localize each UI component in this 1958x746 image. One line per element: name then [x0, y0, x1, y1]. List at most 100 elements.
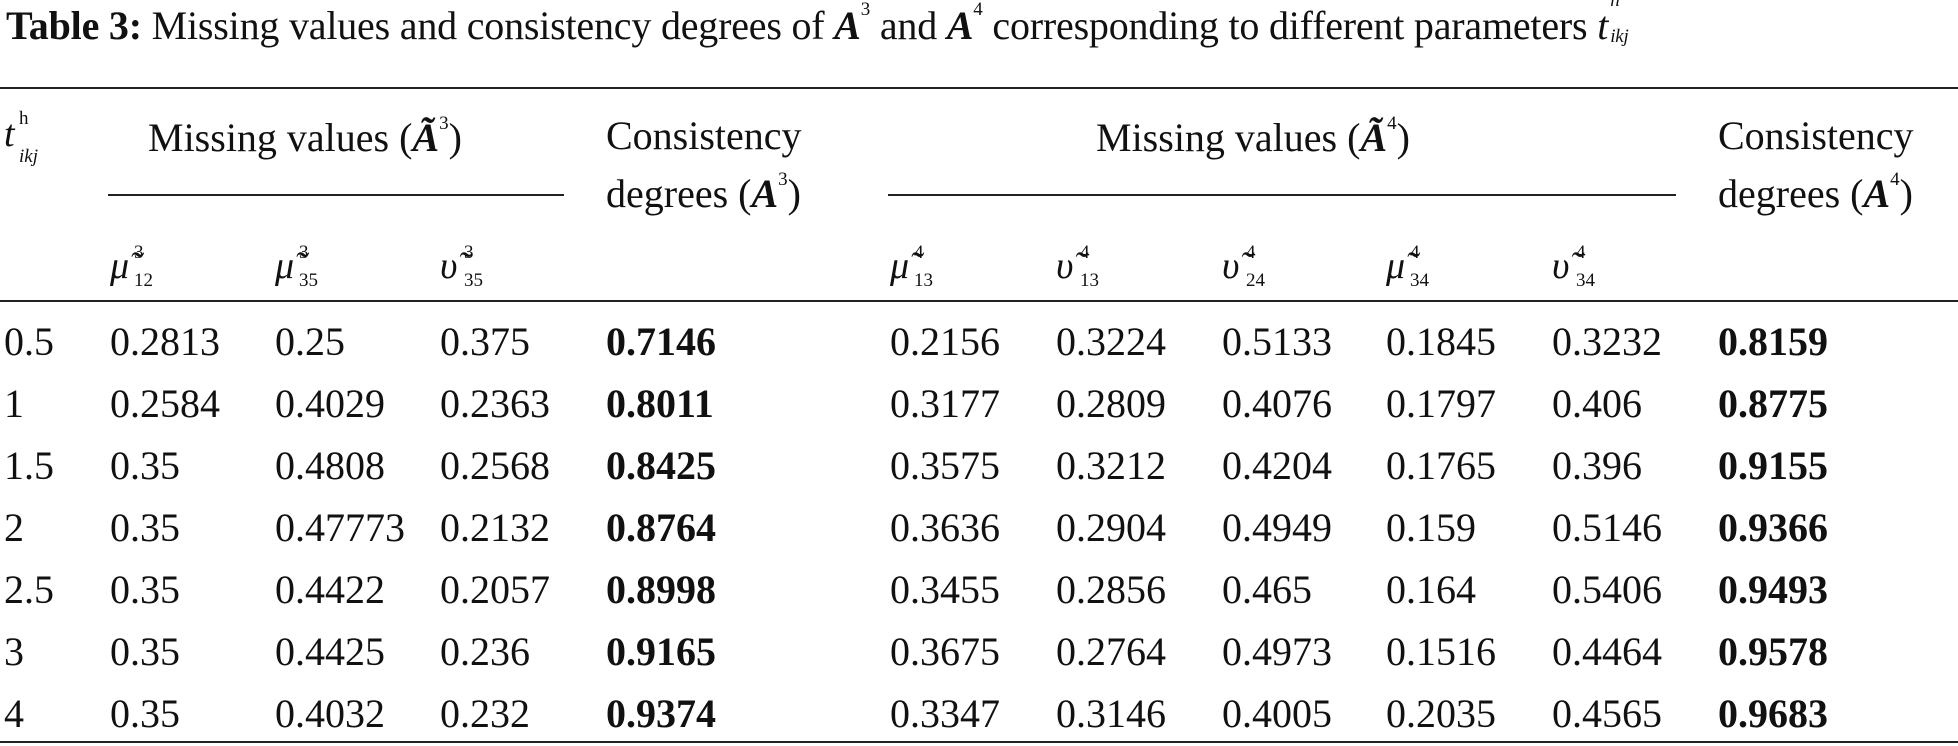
- caption-a3: A: [834, 3, 861, 48]
- table-cell: 0.465: [1222, 567, 1312, 612]
- caption-a4-sup: 4: [973, 0, 983, 20]
- table-cell: 0.3347: [890, 691, 1000, 736]
- table-cell: 0.47773: [275, 505, 405, 550]
- table-cell: 0.1797: [1386, 381, 1496, 426]
- table-cell: 0.4029: [275, 381, 385, 426]
- mv4-underline: [888, 194, 1676, 196]
- bottom-rule: [0, 741, 1958, 743]
- table-cell: 0.25: [275, 319, 345, 364]
- table-cell: 0.8998: [606, 567, 716, 612]
- row-parameter-cell: 1.5: [4, 443, 54, 488]
- table-cell: 0.9165: [606, 629, 716, 674]
- table-cell: 0.4949: [1222, 505, 1332, 550]
- sub-column-header: μ̃ 4 13: [890, 242, 933, 291]
- table-cell: 0.2156: [890, 319, 1000, 364]
- caption-text-1: Missing values and consistency degrees o…: [151, 3, 825, 48]
- sub-column-header: μ̃ 4 34: [1386, 242, 1429, 291]
- caption-and: and: [879, 3, 937, 48]
- table-cell: 0.4422: [275, 567, 385, 612]
- table-cell: 0.4464: [1552, 629, 1662, 674]
- table-cell: 0.2584: [110, 381, 220, 426]
- table-cell: 0.3177: [890, 381, 1000, 426]
- table-cell: 0.35: [110, 691, 180, 736]
- table-cell: 0.1516: [1386, 629, 1496, 674]
- sub-column-header: υ̃ 4 34: [1552, 242, 1595, 291]
- table-cell: 0.3675: [890, 629, 1000, 674]
- table-cell: 0.9366: [1718, 505, 1828, 550]
- table-cell: 0.4076: [1222, 381, 1332, 426]
- table-cell: 0.5406: [1552, 567, 1662, 612]
- header-t-symbol: t h ikj: [4, 108, 38, 167]
- table-cell: 0.2057: [440, 567, 550, 612]
- row-parameter-cell: 4: [4, 691, 24, 736]
- sub-column-header: υ̃ 3 35: [440, 242, 483, 291]
- table-cell: 0.8425: [606, 443, 716, 488]
- table-cell: 0.7146: [606, 319, 716, 364]
- table-cell: 0.9578: [1718, 629, 1828, 674]
- table-cell: 0.2813: [110, 319, 220, 364]
- table-cell: 0.3232: [1552, 319, 1662, 364]
- header-consistency-a4-line1: Consistency: [1718, 113, 1914, 158]
- caption-t-symbol: t h ikj: [1597, 0, 1629, 48]
- mv3-underline: [108, 194, 564, 196]
- header-missing-values-a3: Missing values (Ã3): [148, 113, 462, 160]
- table-cell: 0.9683: [1718, 691, 1828, 736]
- table-cell: 0.232: [440, 691, 530, 736]
- table-cell: 0.9374: [606, 691, 716, 736]
- table-caption: Table 3: Missing values and consistency …: [6, 0, 1631, 49]
- caption-text-2: corresponding to different parameters: [992, 3, 1588, 48]
- table-cell: 0.3575: [890, 443, 1000, 488]
- table-cell: 0.9155: [1718, 443, 1828, 488]
- table-cell: 0.406: [1552, 381, 1642, 426]
- table-cell: 0.9493: [1718, 567, 1828, 612]
- table-cell: 0.2904: [1056, 505, 1166, 550]
- table-cell: 0.2764: [1056, 629, 1166, 674]
- table-cell: 0.35: [110, 443, 180, 488]
- sub-column-header: μ̃ 3 35: [275, 242, 318, 291]
- table-cell: 0.8764: [606, 505, 716, 550]
- table-cell: 0.8011: [606, 381, 714, 426]
- table-cell: 0.1845: [1386, 319, 1496, 364]
- table-cell: 0.4425: [275, 629, 385, 674]
- table-cell: 0.164: [1386, 567, 1476, 612]
- table-cell: 0.3455: [890, 567, 1000, 612]
- row-parameter-cell: 1: [4, 381, 24, 426]
- table-cell: 0.1765: [1386, 443, 1496, 488]
- table-cell: 0.35: [110, 567, 180, 612]
- header-consistency-a3-line2: degrees (A3): [606, 169, 801, 216]
- table-cell: 0.3224: [1056, 319, 1166, 364]
- row-parameter-cell: 2.5: [4, 567, 54, 612]
- table-cell: 0.8159: [1718, 319, 1828, 364]
- table-cell: 0.2035: [1386, 691, 1496, 736]
- table-cell: 0.4032: [275, 691, 385, 736]
- table-cell: 0.35: [110, 505, 180, 550]
- table-cell: 0.4565: [1552, 691, 1662, 736]
- table-cell: 0.8775: [1718, 381, 1828, 426]
- table-cell: 0.5133: [1222, 319, 1332, 364]
- table-cell: 0.2809: [1056, 381, 1166, 426]
- table-cell: 0.396: [1552, 443, 1642, 488]
- caption-a3-sup: 3: [860, 0, 871, 20]
- sub-column-header: μ̃ 3 12: [110, 242, 153, 291]
- table-cell: 0.4973: [1222, 629, 1332, 674]
- header-missing-values-a4: Missing values (Ã4): [1096, 113, 1410, 160]
- top-rule: [0, 87, 1958, 89]
- table-cell: 0.4204: [1222, 443, 1332, 488]
- table-cell: 0.2132: [440, 505, 550, 550]
- sub-column-header: υ̃ 4 24: [1222, 242, 1265, 291]
- table-cell: 0.35: [110, 629, 180, 674]
- table-cell: 0.4808: [275, 443, 385, 488]
- header-bottom-rule: [0, 300, 1958, 302]
- header-consistency-a3-line1: Consistency: [606, 113, 802, 158]
- table-cell: 0.5146: [1552, 505, 1662, 550]
- table-cell: 0.375: [440, 319, 530, 364]
- table-cell: 0.2363: [440, 381, 550, 426]
- table-cell: 0.3212: [1056, 443, 1166, 488]
- sub-column-header: υ̃ 4 13: [1056, 242, 1099, 291]
- row-parameter-cell: 2: [4, 505, 24, 550]
- table-cell: 0.3636: [890, 505, 1000, 550]
- caption-a4: A: [946, 3, 974, 48]
- table-cell: 0.2568: [440, 443, 550, 488]
- table-cell: 0.159: [1386, 505, 1476, 550]
- table-cell: 0.3146: [1056, 691, 1166, 736]
